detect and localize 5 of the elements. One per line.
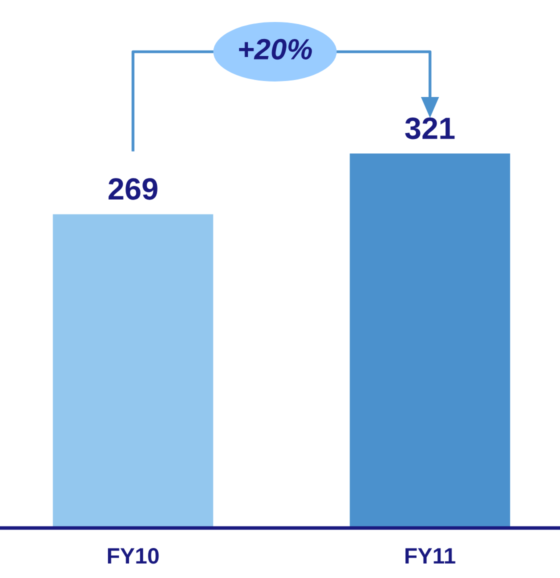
text: +20%	[239, 38, 312, 60]
x-tick-label: FY11	[405, 548, 456, 564]
data-label: 321	[405, 118, 455, 140]
x-tick-label: FY10	[108, 548, 159, 564]
data-label: 269	[108, 178, 158, 200]
